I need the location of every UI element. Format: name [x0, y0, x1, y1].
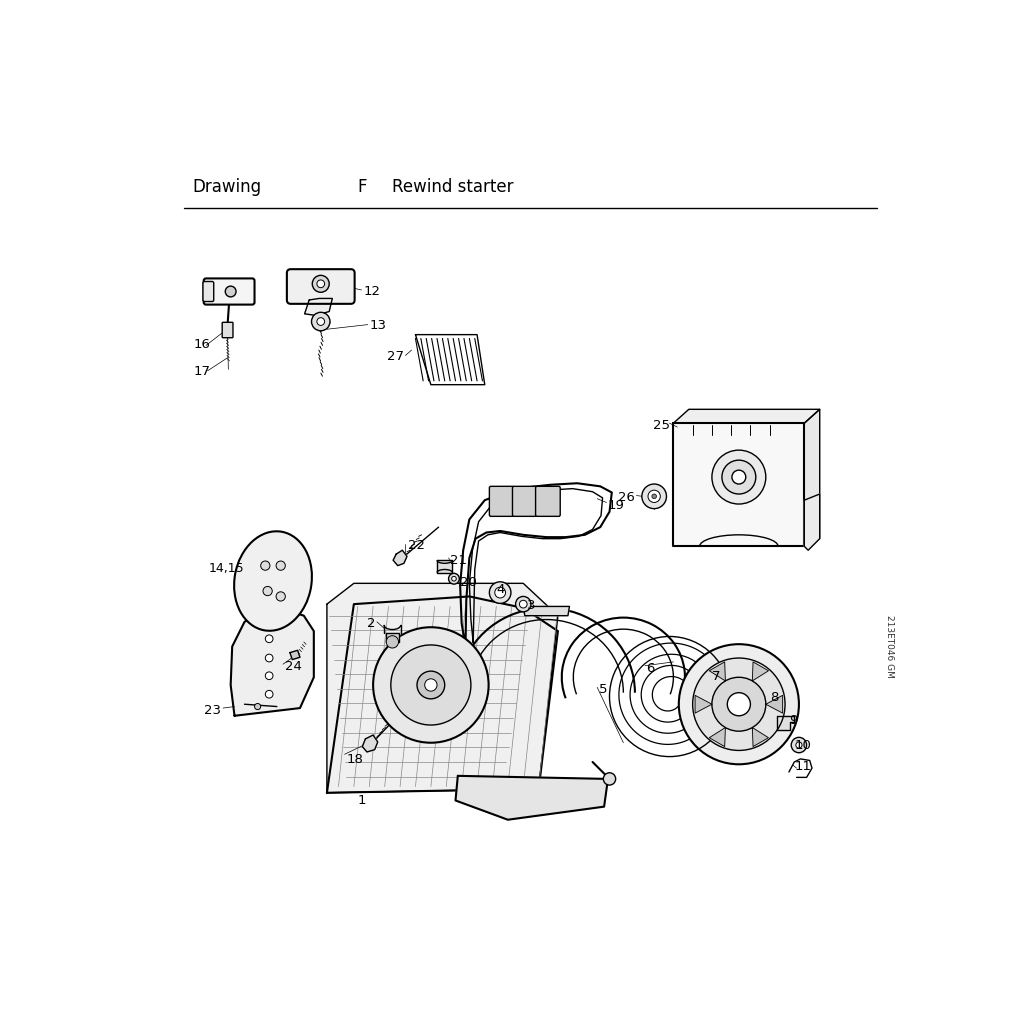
- Polygon shape: [437, 560, 453, 572]
- Polygon shape: [753, 728, 768, 746]
- Circle shape: [316, 280, 325, 288]
- Circle shape: [386, 636, 398, 648]
- Text: 27: 27: [387, 350, 403, 364]
- Polygon shape: [327, 584, 558, 793]
- Circle shape: [792, 737, 807, 753]
- Polygon shape: [674, 410, 819, 423]
- Text: 22: 22: [408, 539, 425, 552]
- Circle shape: [796, 742, 802, 749]
- Polygon shape: [766, 695, 782, 713]
- Polygon shape: [804, 410, 819, 547]
- Circle shape: [642, 484, 667, 509]
- FancyBboxPatch shape: [204, 279, 255, 304]
- Circle shape: [391, 645, 471, 725]
- Text: 17: 17: [194, 366, 211, 379]
- Text: 20: 20: [460, 575, 477, 589]
- Circle shape: [425, 679, 437, 691]
- Circle shape: [515, 596, 531, 611]
- Text: 13: 13: [370, 319, 386, 332]
- FancyBboxPatch shape: [512, 486, 538, 516]
- Text: 1: 1: [357, 795, 367, 807]
- Circle shape: [225, 286, 237, 297]
- Polygon shape: [674, 423, 804, 547]
- Text: 10: 10: [795, 739, 811, 752]
- Circle shape: [727, 692, 751, 716]
- Text: 26: 26: [618, 490, 635, 504]
- Text: 14,15: 14,15: [209, 562, 245, 574]
- Circle shape: [417, 671, 444, 698]
- Circle shape: [712, 677, 766, 731]
- Polygon shape: [753, 662, 768, 681]
- Text: 11: 11: [795, 761, 811, 773]
- Circle shape: [495, 587, 506, 598]
- Polygon shape: [362, 735, 378, 752]
- Circle shape: [712, 451, 766, 504]
- Polygon shape: [777, 716, 795, 730]
- Polygon shape: [304, 298, 333, 315]
- Polygon shape: [393, 550, 407, 565]
- Text: 16: 16: [194, 339, 211, 351]
- Circle shape: [276, 592, 286, 601]
- FancyBboxPatch shape: [222, 323, 233, 338]
- Text: 24: 24: [285, 660, 301, 674]
- Polygon shape: [695, 695, 712, 713]
- Text: 6: 6: [646, 662, 654, 675]
- Circle shape: [261, 561, 270, 570]
- Text: 19: 19: [608, 499, 625, 512]
- Circle shape: [692, 658, 785, 751]
- Circle shape: [722, 460, 756, 494]
- Circle shape: [255, 703, 261, 710]
- Circle shape: [312, 275, 330, 292]
- Circle shape: [489, 582, 511, 603]
- FancyBboxPatch shape: [203, 282, 214, 301]
- Circle shape: [732, 470, 745, 484]
- Circle shape: [265, 654, 273, 662]
- Text: F: F: [357, 178, 368, 197]
- Circle shape: [276, 561, 286, 570]
- Text: 5: 5: [599, 683, 607, 696]
- Polygon shape: [710, 662, 725, 681]
- Circle shape: [652, 494, 656, 499]
- Polygon shape: [523, 606, 569, 615]
- Circle shape: [265, 672, 273, 680]
- Circle shape: [603, 773, 615, 785]
- Circle shape: [316, 317, 325, 326]
- Circle shape: [265, 690, 273, 698]
- Polygon shape: [386, 633, 398, 642]
- Text: 7: 7: [712, 670, 721, 683]
- Polygon shape: [327, 596, 558, 793]
- Polygon shape: [804, 494, 819, 550]
- FancyBboxPatch shape: [536, 486, 560, 516]
- Text: 12: 12: [364, 285, 380, 298]
- Text: 8: 8: [770, 691, 778, 705]
- Circle shape: [265, 635, 273, 643]
- Circle shape: [679, 644, 799, 764]
- Text: 23: 23: [205, 705, 221, 717]
- Text: 18: 18: [346, 753, 364, 766]
- Text: 9: 9: [788, 715, 798, 727]
- Circle shape: [373, 628, 488, 742]
- Polygon shape: [710, 728, 725, 746]
- Ellipse shape: [234, 531, 312, 631]
- FancyBboxPatch shape: [489, 486, 514, 516]
- Circle shape: [648, 490, 660, 503]
- Circle shape: [452, 577, 457, 581]
- Text: 213ET046 GM: 213ET046 GM: [885, 615, 894, 678]
- Text: 25: 25: [652, 420, 670, 432]
- Circle shape: [519, 600, 527, 608]
- Polygon shape: [230, 608, 313, 716]
- Text: 4: 4: [497, 583, 505, 596]
- Text: Rewind starter: Rewind starter: [392, 178, 514, 197]
- Polygon shape: [456, 776, 608, 820]
- Text: 3: 3: [527, 599, 536, 611]
- Text: 2: 2: [367, 617, 376, 630]
- FancyBboxPatch shape: [287, 269, 354, 304]
- Circle shape: [449, 573, 460, 584]
- Circle shape: [263, 587, 272, 596]
- Text: 21: 21: [451, 554, 467, 567]
- Circle shape: [311, 312, 330, 331]
- Polygon shape: [290, 650, 300, 659]
- Text: Drawing: Drawing: [193, 178, 261, 197]
